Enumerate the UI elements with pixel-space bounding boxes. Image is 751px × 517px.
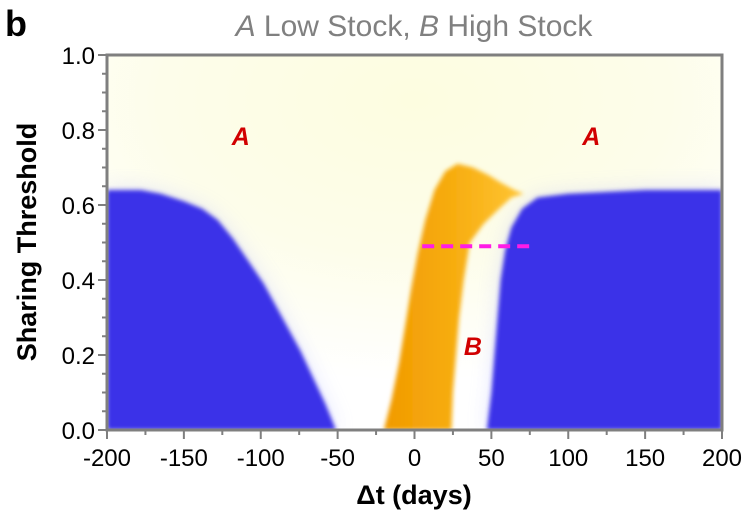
y-tick-label: 0.2 [62, 343, 95, 370]
y-tick-label: 0.8 [62, 118, 95, 145]
chart-title: A Low Stock, B High Stock [234, 10, 594, 43]
title-part: High Stock [439, 10, 593, 43]
x-axis-label: Δt (days) [356, 480, 471, 510]
title-part: B [419, 10, 439, 43]
y-axis-label: Sharing Threshold [12, 123, 42, 362]
y-axis: 0.0 0.2 0.4 0.6 0.8 1.0 [62, 43, 107, 445]
orange-band-region [383, 163, 524, 430]
x-tick-label: 0 [408, 445, 421, 472]
region-annotation: B [464, 333, 482, 361]
y-tick-label: 0.6 [62, 193, 95, 220]
x-tick-label: 200 [702, 445, 742, 472]
title-part: Low Stock, [256, 10, 419, 43]
regions [107, 163, 722, 430]
region-annotation: A [581, 123, 600, 151]
x-tick-label: 50 [478, 445, 505, 472]
x-tick-label: 100 [548, 445, 588, 472]
panel-label: b [5, 3, 27, 44]
y-tick-label: 0.4 [62, 268, 95, 295]
y-tick-label: 1.0 [62, 43, 95, 70]
region-annotation: A [231, 123, 250, 151]
y-tick-label: 0.0 [62, 418, 95, 445]
plot-area [107, 55, 722, 430]
x-axis: -200 -150 -100 -50 0 50 100 150 200 [83, 430, 742, 472]
blue-left-region [107, 190, 337, 430]
title-part: A [234, 10, 256, 43]
x-tick-label: -50 [320, 445, 355, 472]
x-tick-label: 150 [625, 445, 665, 472]
blue-right-region [486, 190, 722, 430]
overlay: A A B [231, 123, 601, 361]
x-tick-label: -100 [237, 445, 285, 472]
x-tick-label: -200 [83, 445, 131, 472]
x-tick-label: -150 [160, 445, 208, 472]
